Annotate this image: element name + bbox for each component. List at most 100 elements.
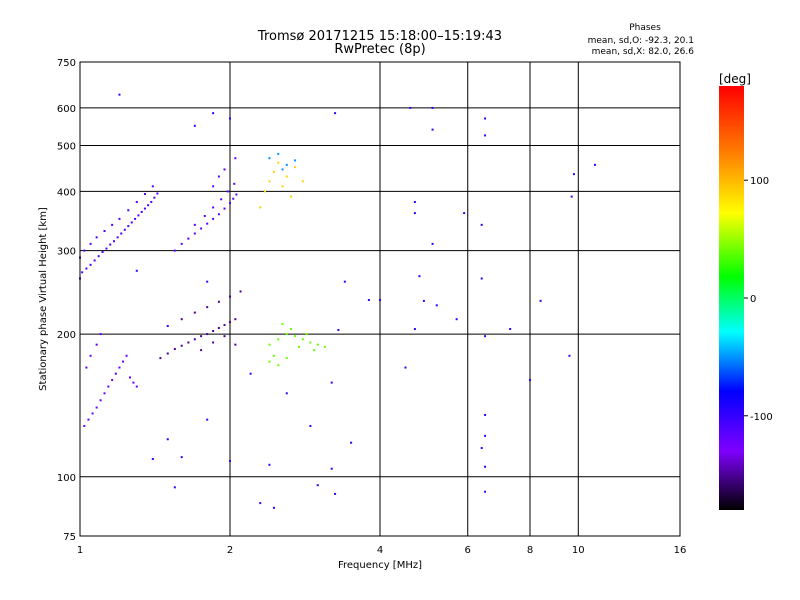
stats-line-o: mean, sd,O: -92.3, 20.1 [588,36,694,46]
data-point [337,329,340,332]
data-point [277,364,280,367]
data-point [217,213,220,216]
data-point [297,345,300,348]
data-point [212,112,215,115]
y-tick-labels: 75 100 200 300 400 500 600 750 [57,58,76,543]
plot-frame [79,61,681,537]
data-point [187,341,190,344]
data-point [99,399,102,402]
data-point [309,424,312,427]
colorbar-label: [deg] [719,72,751,86]
data-point [81,271,84,274]
data-point [289,328,292,331]
data-point [234,157,237,160]
data-point [99,333,102,336]
data-point [480,223,483,226]
data-point [484,335,487,338]
data-point [435,304,438,307]
data-point [206,333,209,336]
data-point [173,348,176,351]
data-point [305,333,308,336]
data-point [281,323,284,326]
data-point [285,175,288,178]
data-point [89,242,92,245]
colorbar-gradient [719,86,744,510]
data-point [150,200,153,203]
y-tick-label: 200 [57,330,76,341]
x-tick-label: 4 [377,545,383,556]
data-point [272,354,275,357]
data-point [180,456,183,459]
y-tick-label: 500 [57,141,76,152]
data-point [413,328,416,331]
data-point [431,128,434,131]
data-point [122,360,125,363]
data-point [166,438,169,441]
data-point [193,338,196,341]
data-point [173,486,176,489]
data-point [212,206,215,209]
data-point [350,441,353,444]
data-point [223,324,226,327]
data-point [212,341,215,344]
data-point [431,242,434,245]
data-point [159,357,162,360]
data-point [89,263,92,266]
data-point [409,106,412,109]
data-point [249,372,252,375]
data-point [379,299,381,302]
data-point [259,206,262,209]
data-point [125,354,128,357]
data-point [130,221,133,224]
data-point [135,200,138,203]
data-point [301,338,304,341]
data-point [85,366,88,369]
data-point [484,134,487,137]
data-point [285,333,288,336]
data-point [87,418,90,421]
data-point [268,463,271,466]
data-point [484,117,487,120]
x-tick-labels: 1 2 4 6 8 10 16 [77,545,687,556]
data-point [480,277,483,280]
data-point [272,170,275,173]
data-point [229,202,231,205]
data-point [529,379,531,382]
data-point [316,484,319,487]
x-tick-label: 8 [527,545,533,556]
data-point [166,325,169,328]
data-point [330,381,333,384]
data-point [281,185,284,188]
data-point [268,180,271,183]
data-point [277,152,280,155]
data-point [229,321,231,324]
data-point [109,243,112,246]
data-point [212,330,215,333]
data-point [229,295,231,298]
data-point [93,259,96,262]
colorbar-tick-label: -100 [750,412,773,423]
data-point [129,376,132,379]
data-point [272,506,275,509]
data-point [200,335,203,338]
data-point [95,343,98,346]
data-point [301,180,304,183]
x-tick-label: 16 [674,545,687,556]
data-point [309,341,312,344]
x-tick-label: 10 [572,545,585,556]
y-tick-label: 300 [57,247,76,258]
data-point [200,349,203,352]
data-point [234,343,237,346]
x-tick-label: 1 [77,545,83,556]
data-point [229,117,231,120]
data-point [404,366,407,369]
data-point [180,344,183,347]
colorbar-tick-label: 0 [750,294,756,305]
data-point [223,335,226,338]
data-point [316,343,319,346]
data-point [151,458,154,461]
data-point [226,190,229,193]
data-point [431,106,434,109]
data-point [193,223,196,226]
